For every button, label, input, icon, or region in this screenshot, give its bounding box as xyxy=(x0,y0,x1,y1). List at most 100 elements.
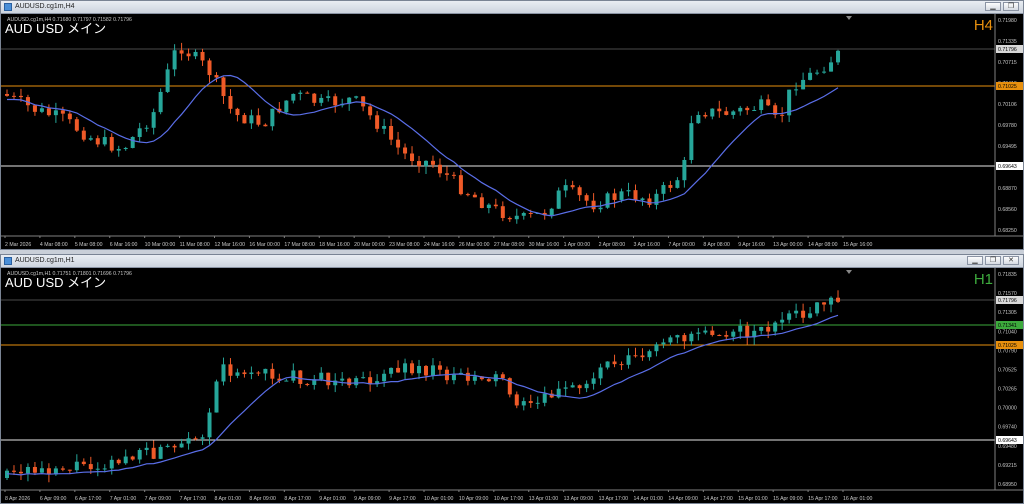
candle-body xyxy=(172,50,177,70)
price-axis-label: 0.70790 xyxy=(998,348,1017,354)
price-axis-label: 0.68870 xyxy=(998,186,1017,192)
candle-body xyxy=(815,72,820,74)
timeframe-label: H1 xyxy=(974,271,993,288)
time-axis-label: 23 Mar 08:00 xyxy=(389,242,420,248)
candle-body xyxy=(88,464,93,470)
candle-body xyxy=(612,193,617,200)
candle-body xyxy=(116,459,121,464)
candle-body xyxy=(752,330,757,338)
candle-body xyxy=(186,53,191,57)
close-button[interactable]: ✕ xyxy=(1003,256,1019,265)
minimize-button[interactable]: ▁ xyxy=(967,256,983,265)
candle-body xyxy=(549,208,554,216)
candle-body xyxy=(305,383,310,385)
restore-button[interactable]: ❐ xyxy=(985,256,1001,265)
candle-body xyxy=(410,363,415,374)
candle-body xyxy=(207,60,212,76)
candle-body xyxy=(60,110,65,114)
moving-average-line xyxy=(6,314,839,476)
price-tag: 0.69643 xyxy=(998,438,1017,444)
window-titlebar[interactable]: AUDUSD.cg1m,H4 ▁ ❐ xyxy=(1,1,1023,14)
candle-body xyxy=(102,468,107,470)
candle-body xyxy=(228,96,233,109)
price-axis-label: 0.71305 xyxy=(998,310,1017,316)
minimize-button[interactable]: ▁ xyxy=(985,2,1001,11)
candle-body xyxy=(675,180,680,188)
time-axis-label: 2 Apr 08:00 xyxy=(599,242,626,248)
candle-body xyxy=(766,99,771,106)
price-axis-label: 0.71980 xyxy=(998,18,1017,24)
price-axis-label: 0.70265 xyxy=(998,387,1017,393)
candle-body xyxy=(389,367,394,374)
candle-body xyxy=(689,123,694,160)
candle-body xyxy=(221,77,226,97)
candle-body xyxy=(626,355,631,365)
time-axis-label: 6 Mar 16:00 xyxy=(110,242,138,248)
candle-body xyxy=(165,69,170,92)
candle-body xyxy=(284,100,289,113)
price-axis-label: 0.70525 xyxy=(998,367,1017,373)
candle-body xyxy=(403,363,408,373)
candle-body xyxy=(368,106,373,116)
candle-body xyxy=(263,368,268,374)
candle-body xyxy=(109,459,114,469)
candle-body xyxy=(326,96,331,98)
candle-body xyxy=(151,112,156,128)
candle-body xyxy=(500,374,505,379)
price-axis-label: 0.71835 xyxy=(998,272,1017,278)
candle-body xyxy=(298,370,303,384)
price-tag-background xyxy=(996,341,1023,349)
price-chart-h1[interactable]: 0.71835 0.71570 0.71305 0.71040 0.70790 0.705… xyxy=(1,268,1023,504)
candle-body xyxy=(654,344,659,352)
time-axis-label: 17 Mar 08:00 xyxy=(284,242,315,248)
chart-area[interactable]: 0.71835 0.71570 0.71305 0.71040 0.70790 0.705… xyxy=(1,268,1023,503)
candle-body xyxy=(95,468,100,470)
candle-body xyxy=(794,89,799,91)
candle-body xyxy=(465,372,470,381)
price-tag-background xyxy=(996,162,1023,170)
chart-window-h1[interactable]: AUDUSD.cg1m,H1 ▁ ❐ ✕ 0.71835 0.71570 0.713… xyxy=(0,254,1024,504)
price-chart-h4[interactable]: 0.719800.713350.707150.704100.701060.697… xyxy=(1,14,1023,250)
candle-body xyxy=(249,372,254,375)
candle-body xyxy=(179,50,184,54)
price-tag-background xyxy=(996,436,1023,444)
candle-body xyxy=(179,443,184,448)
candle-body xyxy=(696,332,701,334)
time-axis-label: 30 Mar 16:00 xyxy=(529,242,560,248)
price-axis-label: 0.71040 xyxy=(998,329,1017,335)
candle-body xyxy=(277,378,282,381)
candle-body xyxy=(633,190,638,201)
candle-body xyxy=(437,164,442,174)
candle-body xyxy=(745,325,750,338)
chart-shift-marker xyxy=(846,270,852,274)
chart-shift-marker xyxy=(846,16,852,20)
restore-button[interactable]: ❐ xyxy=(1003,2,1019,11)
candle-body xyxy=(347,97,352,104)
candle-body xyxy=(556,190,561,209)
candle-body xyxy=(116,149,121,151)
time-axis-label: 7 Apr 17:00 xyxy=(180,496,207,502)
ohlc-info-line: AUDUSD.cg1m,H1 0.71751 0.71801 0.71696 0… xyxy=(7,271,132,277)
candle-body xyxy=(151,447,156,459)
chart-window-h4[interactable]: AUDUSD.cg1m,H4 ▁ ❐ 0.71980 0.71335 0.70715… xyxy=(0,0,1024,250)
candle-body xyxy=(619,364,624,366)
time-axis-label: 8 Apr 09:00 xyxy=(249,496,276,502)
candle-body xyxy=(773,105,778,115)
candle-body xyxy=(403,147,408,154)
candle-body xyxy=(514,394,519,406)
candle-body xyxy=(738,325,743,332)
price-axis-label: 0.68250 xyxy=(998,228,1017,234)
candle-body xyxy=(46,108,51,116)
time-axis-label: 8 Apr 2026 xyxy=(5,496,30,502)
chart-area[interactable]: 0.719800.713350.707150.704100.701060.697… xyxy=(1,14,1023,249)
candle-body xyxy=(591,200,596,210)
candle-body xyxy=(661,342,666,345)
candle-body xyxy=(619,191,624,200)
candle-body xyxy=(158,446,163,459)
candle-body xyxy=(81,461,86,465)
window-titlebar[interactable]: AUDUSD.cg1m,H1 ▁ ❐ ✕ xyxy=(1,255,1023,268)
candle-body xyxy=(25,466,30,474)
candle-body xyxy=(479,197,484,209)
candle-body xyxy=(256,372,261,374)
time-axis-label: 10 Apr 17:00 xyxy=(494,496,524,502)
